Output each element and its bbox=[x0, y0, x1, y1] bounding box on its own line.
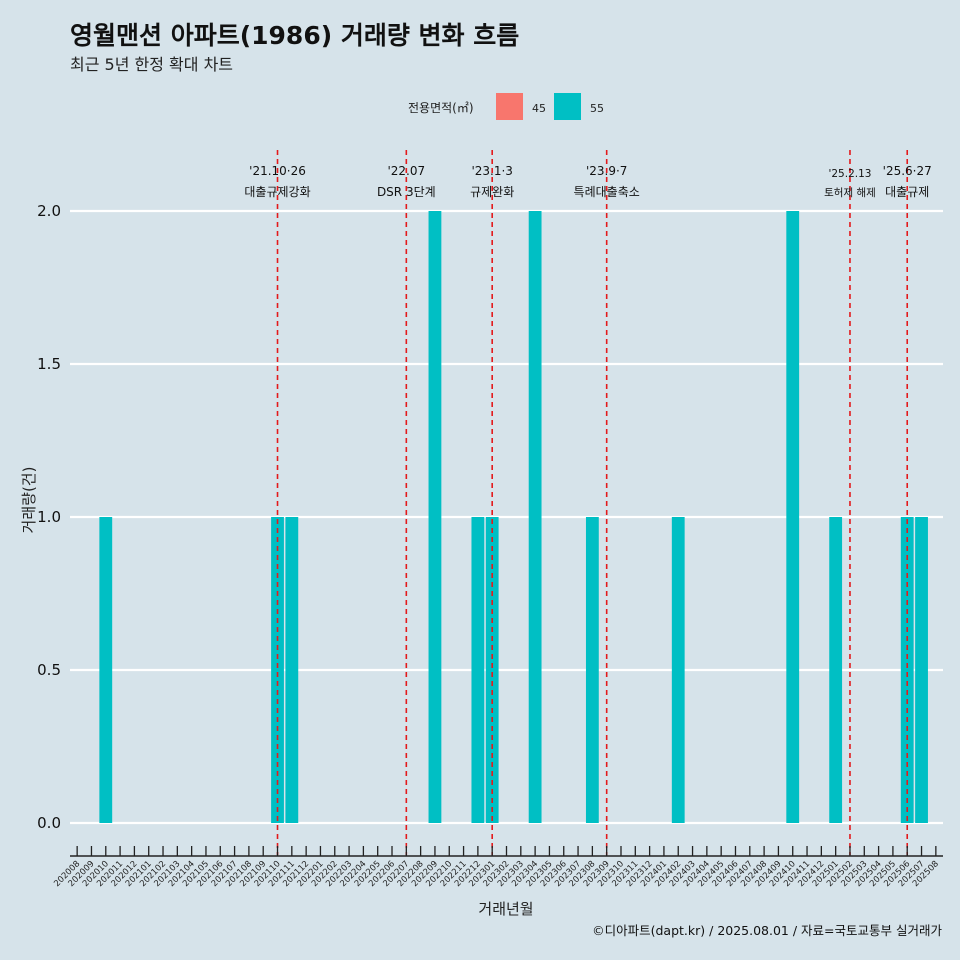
grid-lines bbox=[70, 209, 943, 825]
bar-55-202301 bbox=[485, 517, 499, 823]
caption: ©디아파트(dapt.kr) / 2025.08.01 / 자료=국토교통부 실… bbox=[592, 923, 942, 938]
event-name-label: 토허제 해제 bbox=[824, 186, 876, 199]
bar-55-202212 bbox=[471, 517, 485, 823]
legend-swatch-55 bbox=[554, 93, 581, 120]
y-tick-label: 2.0 bbox=[37, 202, 61, 220]
legend: 전용면적(㎡) 45 55 bbox=[408, 93, 604, 120]
y-tick-label: 0.0 bbox=[37, 814, 61, 832]
bar-55-202410 bbox=[786, 211, 800, 823]
event-date-label: '23.9·7 bbox=[586, 164, 627, 178]
bar-55-202501 bbox=[829, 517, 843, 823]
bar-55-202010 bbox=[99, 517, 113, 823]
y-tick-label: 1.5 bbox=[37, 355, 61, 373]
chart-subtitle: 최근 5년 한정 확대 차트 bbox=[70, 55, 233, 74]
legend-swatch-45 bbox=[496, 93, 523, 120]
event-date-label: '25.6·27 bbox=[883, 164, 932, 178]
bars bbox=[99, 211, 928, 823]
event-date-label: '25.2.13 bbox=[828, 168, 871, 180]
legend-label-45: 45 bbox=[532, 102, 546, 115]
event-name-label: 특례대출축소 bbox=[574, 185, 640, 199]
legend-label-55: 55 bbox=[590, 102, 604, 115]
chart-title: 영월맨션 아파트(1986) 거래량 변화 흐름 bbox=[70, 21, 519, 50]
bar-55-202507 bbox=[915, 517, 928, 823]
bar-55-202308 bbox=[585, 517, 599, 823]
x-axis-label: 거래년월 bbox=[478, 900, 533, 918]
event-lines bbox=[276, 150, 909, 855]
y-axis-label: 거래량(건) bbox=[20, 467, 38, 534]
bar-55-202209 bbox=[428, 211, 442, 823]
event-name-label: 규제완화 bbox=[470, 185, 514, 199]
bar-55-202110 bbox=[271, 517, 284, 823]
y-tick-label: 1.0 bbox=[37, 508, 61, 526]
bar-55-202402 bbox=[671, 517, 685, 823]
event-name-label: 대출규제 bbox=[885, 185, 929, 199]
x-axis: 2020082020092020102020112020122021012021… bbox=[52, 846, 943, 889]
event-date-label: '21.10·26 bbox=[249, 164, 306, 178]
event-name-label: DSR 3단계 bbox=[377, 185, 436, 199]
event-date-label: '23.1·3 bbox=[471, 164, 512, 178]
y-tick-label: 0.5 bbox=[37, 661, 61, 679]
bar-55-202304 bbox=[528, 211, 542, 823]
y-axis-ticks: 0.0 0.5 1.0 1.5 2.0 bbox=[37, 202, 61, 832]
bar-55-202506 bbox=[900, 517, 914, 823]
bar-55-202111 bbox=[285, 517, 299, 823]
event-annotations: '21.10·26 대출규제강화 '22.07 DSR 3단계 '23.1·3 규제완화 '… bbox=[244, 164, 931, 199]
event-date-label: '22.07 bbox=[387, 164, 425, 178]
event-name-label: 대출규제강화 bbox=[244, 185, 310, 199]
legend-title: 전용면적(㎡) bbox=[408, 101, 474, 115]
